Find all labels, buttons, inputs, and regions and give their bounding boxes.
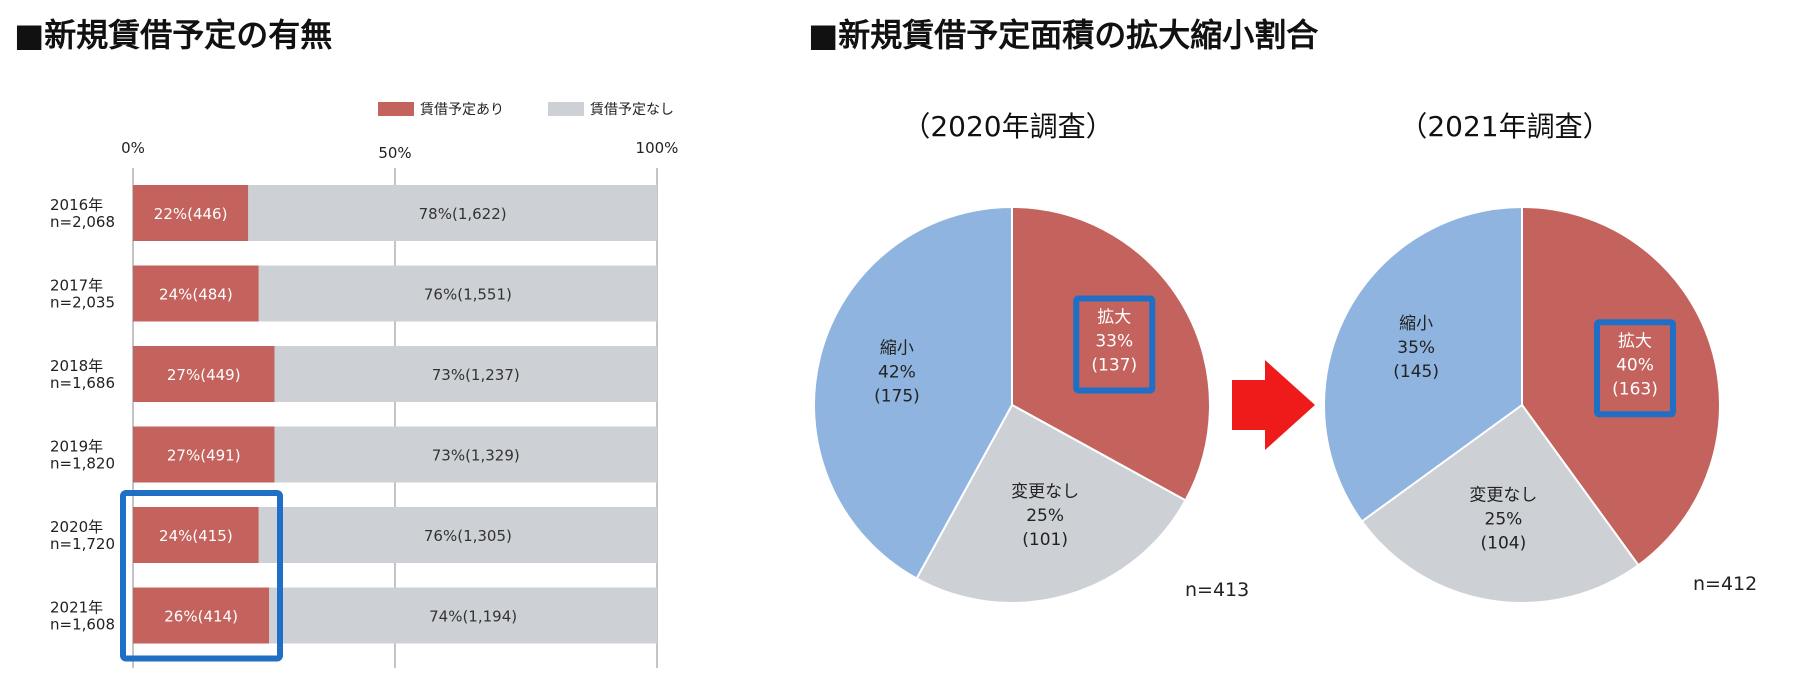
pie-2020-slice-2 — [813, 205, 1013, 580]
bar-no-2 — [274, 346, 657, 402]
tick-label-0: 0% — [121, 139, 145, 157]
highlight-box-2020-2021 — [120, 490, 283, 662]
bar-label-yes-4: 24%(415) — [159, 527, 233, 545]
bar-yes-4 — [133, 507, 259, 563]
pie-2021-label-1-2: (104) — [1481, 533, 1527, 553]
category-n-0: n=2,068 — [50, 213, 115, 231]
category-n-3: n=1,820 — [50, 455, 115, 473]
pie-2021-label-2-2: (145) — [1393, 362, 1439, 382]
pie-2020-label-1-0: 変更なし — [1011, 482, 1079, 502]
pie-2021-label-0-0: 拡大 — [1618, 331, 1652, 351]
bar-label-no-0: 78%(1,622) — [419, 205, 507, 223]
bar-label-no-1: 76%(1,551) — [424, 286, 512, 304]
pie-2020-label-1-1: 25% — [1026, 506, 1064, 526]
pie-2021-label-1-1: 25% — [1485, 509, 1523, 529]
pie-2020-n: n=413 — [1185, 579, 1249, 601]
bar-yes-2 — [133, 346, 275, 402]
bar-yes-1 — [133, 265, 259, 322]
right-chart-title: ■新規賃借予定面積の拡大縮小割合 — [808, 16, 1318, 54]
category-year-5: 2021年 — [50, 599, 103, 617]
tick-label-100: 100% — [636, 139, 679, 157]
pie-2021-n: n=412 — [1693, 573, 1757, 595]
pie-2020-highlight-box — [1073, 295, 1156, 394]
right-arrow-icon — [1232, 360, 1315, 450]
category-year-4: 2020年 — [50, 518, 103, 536]
pie-2021-label-0-1: 40% — [1616, 355, 1654, 375]
pie-2021-subtitle: （2021年調査） — [1399, 110, 1610, 143]
pie-2020-label-1-2: (101) — [1022, 530, 1068, 550]
pie-2020-label-0-2: (137) — [1091, 356, 1137, 376]
bar-no-5 — [269, 587, 657, 644]
bar-label-yes-5: 26%(414) — [164, 608, 238, 626]
bar-label-no-3: 73%(1,329) — [432, 447, 520, 465]
pie-2021-label-2-1: 35% — [1397, 338, 1435, 358]
legend-label-no: 賃借予定なし — [590, 102, 674, 118]
pie-2020-label-2-1: 42% — [878, 362, 916, 382]
legend-label-yes: 賃借予定あり — [420, 102, 504, 118]
pie-group: 拡大 33% (137) 変更なし 25% (101) 縮小 42% (175) 拡大 40% (16… — [813, 205, 1721, 604]
pie-2021-slice-1 — [1360, 403, 1640, 604]
bar-label-yes-1: 24%(484) — [159, 286, 233, 304]
category-n-5: n=1,608 — [50, 616, 115, 634]
left-chart-title: ■新規賃借予定の有無 — [14, 16, 332, 54]
category-n-2: n=1,686 — [50, 374, 115, 392]
bar-label-yes-3: 27%(491) — [167, 447, 241, 465]
bar-label-no-2: 73%(1,237) — [432, 366, 520, 384]
pie-2021-slice-2 — [1323, 205, 1523, 523]
bar-label-no-4: 76%(1,305) — [424, 527, 512, 545]
category-n-4: n=1,720 — [50, 535, 115, 553]
pie-2020-slice-1 — [915, 403, 1187, 604]
pie-2021-label-0-2: (163) — [1612, 379, 1658, 399]
bar-label-yes-0: 22%(446) — [154, 205, 228, 223]
pie-2020-label-2-2: (175) — [874, 386, 920, 406]
bar-label-no-5: 74%(1,194) — [429, 608, 517, 626]
bar-yes-5 — [133, 587, 270, 644]
bar-no-0 — [248, 185, 657, 241]
bar-no-4 — [258, 507, 657, 563]
pie-2021-slice-0 — [1521, 205, 1721, 567]
category-year-0: 2016年 — [50, 196, 103, 214]
pie-2020-label-0-0: 拡大 — [1097, 308, 1131, 328]
pie-2020-label-2-0: 縮小 — [880, 338, 914, 358]
tick-label-50: 50% — [378, 144, 411, 162]
pie-2020-subtitle: （2020年調査） — [902, 110, 1113, 143]
category-year-3: 2019年 — [50, 438, 103, 456]
bar-yes-3 — [133, 426, 275, 483]
pie-2021-highlight-box — [1593, 319, 1676, 418]
bar-no-3 — [274, 426, 657, 483]
category-n-1: n=2,035 — [50, 294, 115, 312]
legend-swatch-no — [548, 102, 584, 116]
legend-swatch-yes — [378, 102, 414, 116]
pie-2020-slice-0 — [1011, 205, 1211, 502]
pie-2021-label-1-0: 変更なし — [1469, 485, 1537, 505]
bar-yes-0 — [133, 185, 249, 241]
pie-2020-label-0-1: 33% — [1095, 332, 1133, 352]
pie-2021-label-2-0: 縮小 — [1399, 314, 1433, 334]
category-year-2: 2018年 — [50, 357, 103, 375]
category-year-1: 2017年 — [50, 277, 103, 295]
bar-label-yes-2: 27%(449) — [167, 366, 241, 384]
bar-no-1 — [258, 265, 657, 322]
